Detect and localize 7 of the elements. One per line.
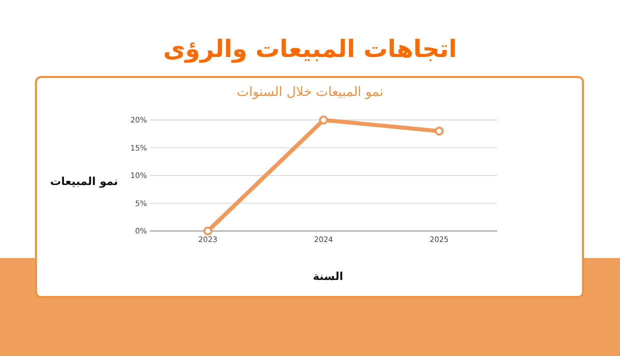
point: [203, 226, 212, 236]
point: [434, 126, 444, 136]
y-axis-title: نمو المبيعات: [50, 175, 118, 188]
chart-title: اتجاهات المبيعات والرؤى: [163, 35, 457, 63]
point: [319, 116, 328, 124]
chart-subtitle: نمو المبيعات خلال السنوات: [236, 85, 384, 100]
x-axis-title: السنة: [312, 270, 344, 283]
